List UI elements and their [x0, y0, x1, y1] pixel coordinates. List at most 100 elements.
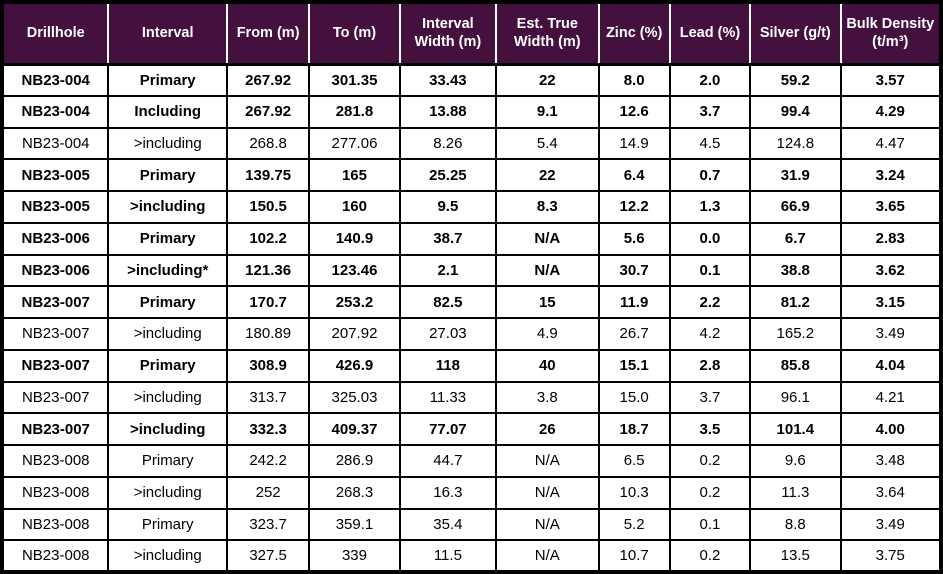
cell: 3.7 — [668, 380, 752, 415]
cell: NB23-008 — [0, 539, 110, 573]
cell: 59.2 — [749, 63, 842, 97]
cell: 121.36 — [225, 253, 311, 288]
cell: 3.65 — [839, 190, 942, 224]
cell: 4.29 — [839, 94, 942, 129]
cell: 9.1 — [495, 94, 600, 129]
cell: 25.25 — [398, 158, 498, 192]
cell: 3.49 — [839, 507, 942, 542]
cell: 3.64 — [839, 475, 942, 510]
column-header-5: Est. True Width (m) — [495, 2, 600, 66]
cell: 99.4 — [749, 94, 842, 129]
cell: Primary — [107, 444, 228, 478]
cell: 160 — [308, 190, 401, 224]
cell: N/A — [495, 221, 600, 256]
cell: 1.3 — [668, 190, 752, 224]
cell: N/A — [495, 253, 600, 288]
cell: 44.7 — [398, 444, 498, 478]
cell: 8.3 — [495, 190, 600, 224]
cell: 426.9 — [308, 348, 401, 383]
cell: 4.21 — [839, 380, 942, 415]
table-row: NB23-005 Primary 139.75 165 25.25 22 6.4 0.7 31.… — [0, 158, 942, 192]
cell: 253.2 — [308, 285, 401, 319]
column-header-8: Silver (g/t) — [749, 2, 842, 66]
cell: 18.7 — [597, 412, 671, 446]
cell: 4.5 — [668, 126, 752, 161]
cell: 27.03 — [398, 317, 498, 351]
cell: 38.7 — [398, 221, 498, 256]
cell: 26 — [495, 412, 600, 446]
cell: 0.2 — [668, 475, 752, 510]
cell: 15.1 — [597, 348, 671, 383]
cell: NB23-007 — [0, 348, 110, 383]
cell: 267.92 — [225, 63, 311, 97]
cell: 8.26 — [398, 126, 498, 161]
cell: NB23-005 — [0, 190, 110, 224]
cell: N/A — [495, 444, 600, 478]
cell: 118 — [398, 348, 498, 383]
cell: 4.04 — [839, 348, 942, 383]
cell: 6.4 — [597, 158, 671, 192]
column-header-0: Drillhole — [0, 2, 110, 66]
cell: 170.7 — [225, 285, 311, 319]
cell: 81.2 — [749, 285, 842, 319]
cell: >including — [107, 190, 228, 224]
cell: 2.2 — [668, 285, 752, 319]
cell: 3.48 — [839, 444, 942, 478]
cell: 140.9 — [308, 221, 401, 256]
cell: 3.24 — [839, 158, 942, 192]
cell: 30.7 — [597, 253, 671, 288]
cell: 359.1 — [308, 507, 401, 542]
table-row: NB23-004 >including 268.8 277.06 8.26 5.4 14.9… — [0, 126, 942, 161]
cell: 35.4 — [398, 507, 498, 542]
cell: 150.5 — [225, 190, 311, 224]
cell: 13.88 — [398, 94, 498, 129]
cell: NB23-008 — [0, 444, 110, 478]
cell: 0.2 — [668, 444, 752, 478]
cell: 3.5 — [668, 412, 752, 446]
cell: 180.89 — [225, 317, 311, 351]
cell: 3.49 — [839, 317, 942, 351]
table-row: NB23-008 Primary 242.2 286.9 44.7 N/A 6.5 0.2 9.… — [0, 444, 942, 478]
cell: 10.3 — [597, 475, 671, 510]
cell: 102.2 — [225, 221, 311, 256]
cell: 38.8 — [749, 253, 842, 288]
cell: 252 — [225, 475, 311, 510]
cell: 267.92 — [225, 94, 311, 129]
cell: Including — [107, 94, 228, 129]
cell: 139.75 — [225, 158, 311, 192]
cell: 325.03 — [308, 380, 401, 415]
table-row: NB23-008 >including 252 268.3 16.3 N/A 10.3 0.2… — [0, 475, 942, 510]
cell: 323.7 — [225, 507, 311, 542]
column-header-7: Lead (%) — [668, 2, 752, 66]
cell: 281.8 — [308, 94, 401, 129]
cell: 409.37 — [308, 412, 401, 446]
cell: NB23-006 — [0, 253, 110, 288]
cell: 6.7 — [749, 221, 842, 256]
cell: 4.9 — [495, 317, 600, 351]
cell: 242.2 — [225, 444, 311, 478]
cell: Primary — [107, 507, 228, 542]
cell: NB23-006 — [0, 221, 110, 256]
column-header-9: Bulk Density (t/m³) — [839, 2, 942, 66]
cell: NB23-004 — [0, 63, 110, 97]
cell: 101.4 — [749, 412, 842, 446]
cell: >including — [107, 412, 228, 446]
cell: NB23-008 — [0, 475, 110, 510]
column-header-1: Interval — [107, 2, 228, 66]
cell: 0.2 — [668, 539, 752, 573]
cell: 3.8 — [495, 380, 600, 415]
cell: 9.5 — [398, 190, 498, 224]
cell: 14.9 — [597, 126, 671, 161]
cell: >including — [107, 539, 228, 573]
cell: 11.33 — [398, 380, 498, 415]
table-row: NB23-007 >including 313.7 325.03 11.33 3.8 15.… — [0, 380, 942, 415]
cell: 268.3 — [308, 475, 401, 510]
cell: 4.00 — [839, 412, 942, 446]
column-header-3: To (m) — [308, 2, 401, 66]
table-row: NB23-007 Primary 170.7 253.2 82.5 15 11.9 2.2 81… — [0, 285, 942, 319]
cell: 11.5 — [398, 539, 498, 573]
table-row: NB23-007 Primary 308.9 426.9 118 40 15.1 2.8 85.… — [0, 348, 942, 383]
cell: 9.6 — [749, 444, 842, 478]
cell: Primary — [107, 348, 228, 383]
